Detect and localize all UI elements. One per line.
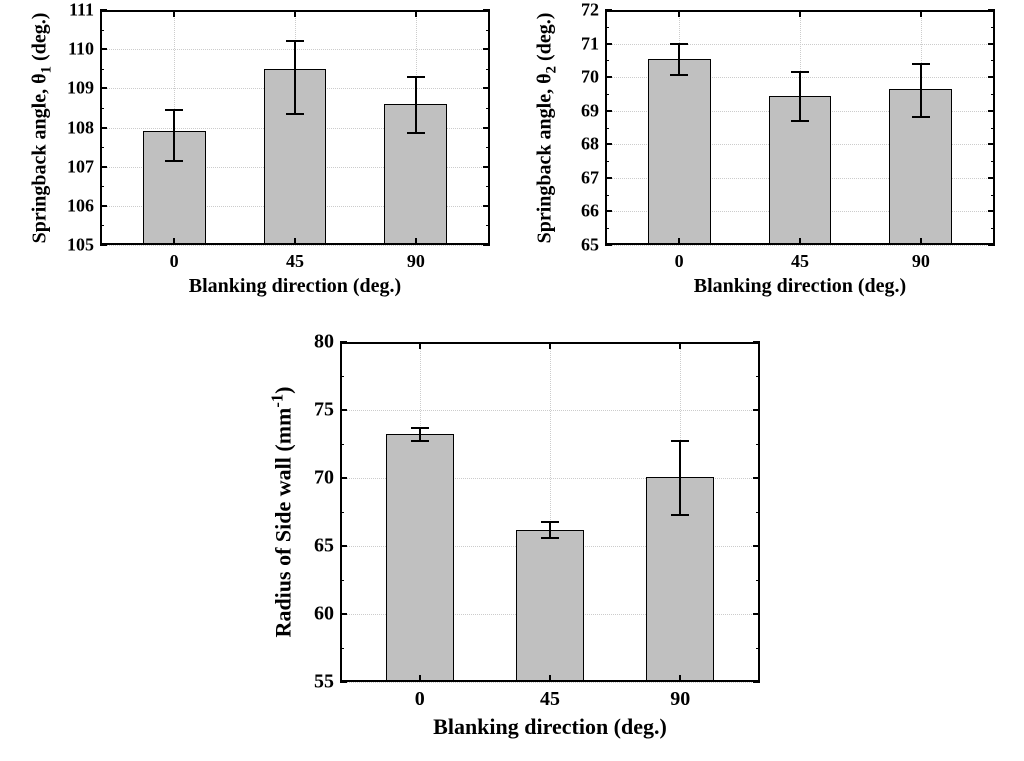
xtick-label: 0 [675,251,684,272]
bar [386,434,454,682]
error-bar [678,44,680,76]
x-axis-label: Blanking direction (deg.) [100,275,490,298]
plot-area [100,10,490,245]
ytick-label: 65 [314,535,334,558]
error-bar [920,64,922,118]
ytick-label: 80 [314,331,334,354]
xtick-label: 45 [540,688,560,711]
error-bar [549,522,551,538]
x-axis-label: Blanking direction (deg.) [605,275,995,298]
error-bar [799,72,801,121]
xtick-label: 45 [791,251,809,272]
error-bar [173,110,175,161]
xtick-label: 0 [170,251,179,272]
ytick-label: 67 [581,167,599,188]
error-bar [419,428,421,442]
y-axis-label: Springback angle, θ1 (deg.) [29,12,56,243]
chart-theta1: 105 106 107 108 109 110 111 0 45 90 Blanking direc… [15,0,505,300]
xtick-label: 90 [407,251,425,272]
ytick-label: 110 [68,39,94,60]
chart-radius: 55 60 65 70 75 80 0 45 90 Blanking direction (deg… [250,330,780,755]
error-bar [294,41,296,113]
xtick-label: 0 [415,688,425,711]
bar [516,530,584,682]
ytick-label: 106 [67,195,94,216]
ytick-label: 60 [314,603,334,626]
xtick-label: 90 [912,251,930,272]
bar [648,59,711,245]
xtick-label: 90 [670,688,690,711]
x-axis-label: Blanking direction (deg.) [340,714,760,740]
plot-area [340,342,760,682]
error-bar [415,77,417,134]
ytick-label: 105 [67,235,94,256]
ytick-label: 65 [581,235,599,256]
ytick-label: 69 [581,100,599,121]
ytick-label: 70 [581,67,599,88]
ytick-label: 72 [581,0,599,21]
ytick-label: 109 [67,78,94,99]
xtick-label: 45 [286,251,304,272]
ytick-label: 71 [581,33,599,54]
ytick-label: 68 [581,134,599,155]
y-axis-label: Radius of Side wall (mm-1) [267,387,296,638]
ytick-label: 111 [69,0,94,21]
ytick-label: 107 [67,156,94,177]
error-bar [679,441,681,514]
chart-theta2: 65 66 67 68 69 70 71 72 0 45 90 Blanking direction … [525,0,1015,300]
y-axis-label: Springback angle, θ2 (deg.) [534,12,561,243]
plot-area [605,10,995,245]
ytick-label: 66 [581,201,599,222]
ytick-label: 75 [314,399,334,422]
ytick-label: 70 [314,467,334,490]
ytick-label: 55 [314,671,334,694]
ytick-label: 108 [67,117,94,138]
